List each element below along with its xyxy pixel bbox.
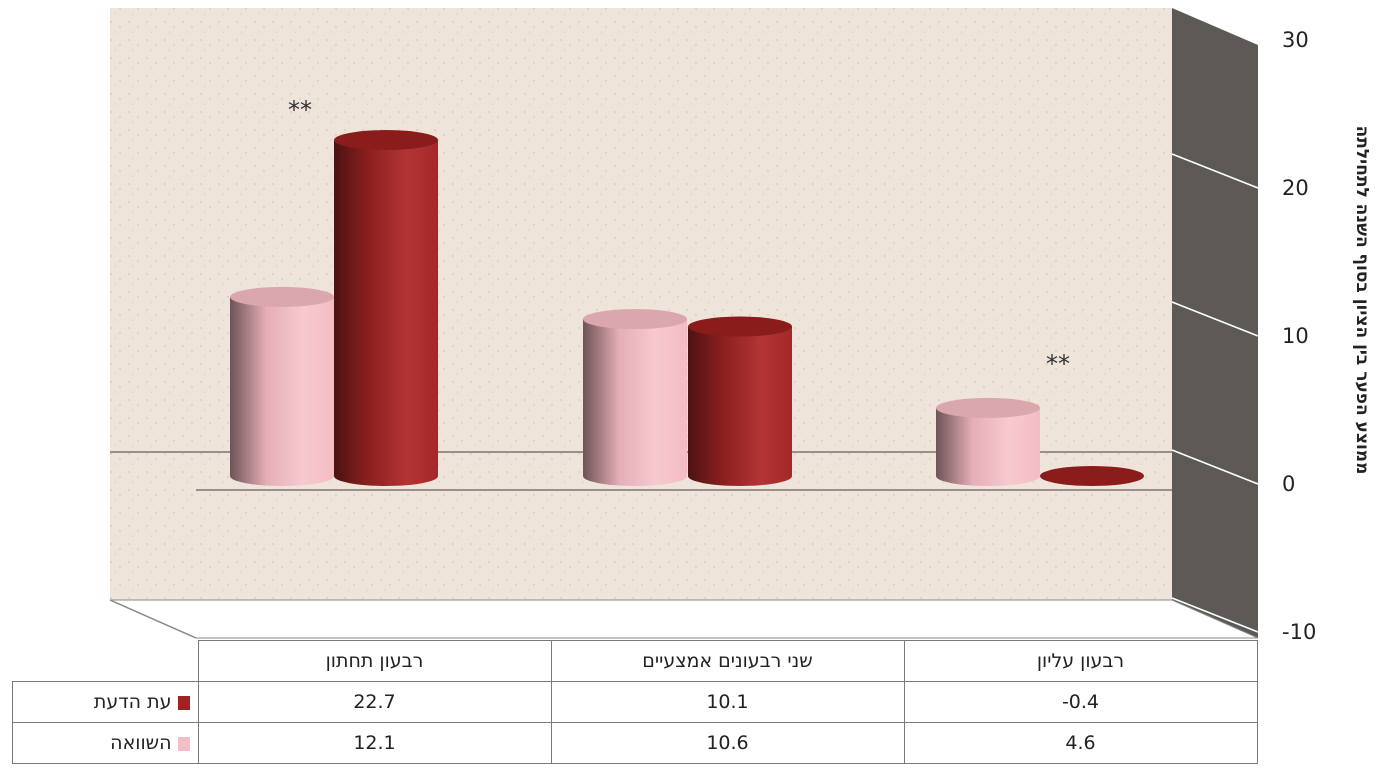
table-header-row: רבעון תחתון שני רבעונים אמצעיים רבעון על… [13, 640, 1258, 682]
table-category-cell: רבעון עליון [903, 640, 1258, 682]
legend-swatch-pink [177, 736, 190, 751]
bar-pink [583, 309, 687, 486]
table-category-cell: רבעון תחתון [197, 640, 552, 682]
gridline [1171, 5, 1259, 41]
chart-svg: 30 20 10 0 -10 ** ** ממוצע הפער בין הציון בסו… [109, 5, 1372, 640]
y-tick-label: 20 [1282, 176, 1309, 200]
y-tick-label: 0 [1282, 472, 1295, 496]
y-tick-label: 30 [1282, 28, 1309, 52]
table-cell: 12.1 [197, 722, 552, 764]
gridline [1171, 301, 1259, 337]
bar-red [688, 316, 792, 486]
y-axis-label: ממוצע הפער בין הציון בסוף השנה לתחילתה [1352, 126, 1372, 475]
plot-floor [109, 599, 1259, 639]
table-cell: -0.4 [903, 681, 1258, 723]
bar-red [1040, 466, 1144, 486]
bar-pink [230, 286, 334, 486]
series-name: השוואה [110, 732, 172, 754]
data-table: רבעון תחתון שני רבעונים אמצעיים רבעון על… [12, 640, 1258, 764]
bar-red [334, 130, 438, 487]
table-series-label: עת הדעת [12, 681, 199, 723]
table-cell: 10.6 [550, 722, 905, 764]
gridline [1171, 449, 1259, 485]
legend-swatch-red [177, 695, 190, 710]
y-tick-label: 10 [1282, 324, 1309, 348]
table-row: עת הדעת 22.7 10.1 -0.4 [12, 681, 1258, 723]
table-cell: 4.6 [903, 722, 1258, 764]
table-cell: 10.1 [550, 681, 905, 723]
table-corner [13, 641, 199, 682]
series-name: עת הדעת [93, 691, 172, 713]
y-axis-ticks: 30 20 10 0 -10 [1282, 28, 1316, 640]
annotations: ** ** [288, 96, 1070, 378]
plot-side-wall [1172, 8, 1258, 638]
significance-marker: ** [288, 96, 312, 124]
gridline [1171, 597, 1259, 633]
table-cell: 22.7 [197, 681, 552, 723]
bars [230, 130, 1144, 487]
bar-pink [936, 397, 1040, 486]
y-tick-label: -10 [1282, 620, 1316, 640]
table-row: השוואה 12.1 10.6 4.6 [12, 722, 1258, 764]
table-category-cell: שני רבעונים אמצעיים [550, 640, 905, 682]
table-series-label: השוואה [12, 722, 199, 764]
significance-marker: ** [1046, 350, 1070, 378]
gridline [1171, 153, 1259, 189]
